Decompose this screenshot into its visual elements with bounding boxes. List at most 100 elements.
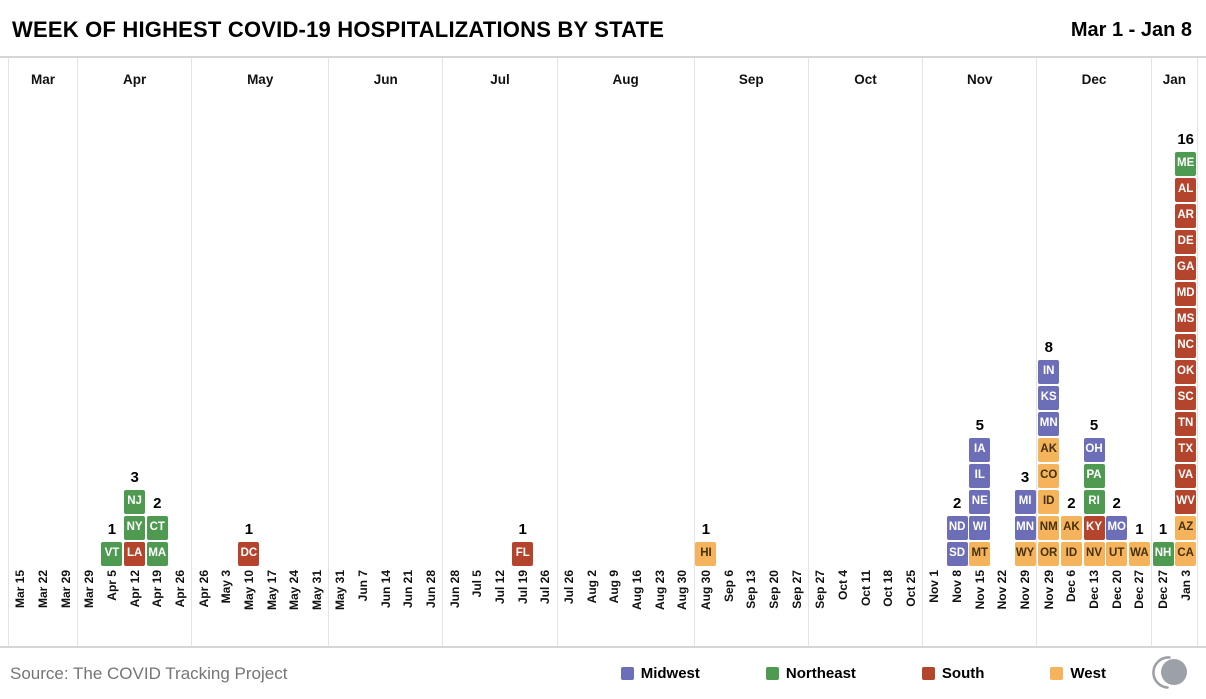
- stack-count: 2: [1067, 494, 1076, 512]
- week-label-zone: Sep 20: [767, 570, 781, 646]
- week-column: 1 WA Dec 27: [1128, 92, 1151, 646]
- week-label-zone: Sep 13: [744, 570, 758, 646]
- legend-item-midwest: Midwest: [620, 665, 700, 682]
- state-tile-al: AL: [1175, 178, 1197, 202]
- week-label-zone: Aug 23: [653, 570, 667, 646]
- legend-swatch-south-icon: [921, 667, 935, 680]
- week-label-zone: Dec 20: [1110, 570, 1124, 646]
- legend-label: West: [1070, 665, 1106, 682]
- week-label-zone: Apr 26: [173, 570, 187, 646]
- week-date-label: Aug 16: [629, 570, 644, 611]
- week-label-zone: Jan 3: [1178, 570, 1193, 646]
- legend-swatch-midwest-icon: [620, 667, 634, 680]
- week-column: Jun 28: [420, 92, 443, 646]
- state-tile-la: LA: [124, 542, 146, 566]
- month-section-oct: Oct Sep 27 Oct 4 Oct 11 Oct 18 Oct 25: [807, 58, 922, 646]
- week-date-label: May 24: [287, 570, 302, 611]
- week-columns: Sep 27 Oct 4 Oct 11 Oct 18 Oct 25: [809, 92, 922, 646]
- week-column: 1 HI Aug 30: [695, 92, 718, 646]
- week-label-zone: Nov 15: [973, 570, 987, 646]
- week-column: Mar 22: [32, 92, 55, 646]
- week-date-label: May 10: [241, 570, 256, 611]
- state-tile-va: VA: [1175, 464, 1197, 488]
- week-column: 8 IN KS MN AK CO ID NM OR Nov 29: [1037, 92, 1060, 646]
- stack-count: 2: [153, 494, 162, 512]
- month-label: Sep: [738, 72, 764, 87]
- week-label-zone: Dec 27: [1156, 570, 1170, 646]
- week-column: Oct 25: [900, 92, 923, 646]
- week-date-label: Dec 13: [1087, 570, 1102, 609]
- week-label-zone: Aug 2: [585, 570, 599, 646]
- week-column: 2 CT MA Apr 19: [146, 92, 169, 646]
- week-columns: 8 IN KS MN AK CO ID NM OR Nov 29 2 AK ID Dec 6 5 OH PA RI…: [1037, 92, 1150, 646]
- month-label: Jun: [373, 72, 398, 87]
- week-date-label: May 31: [309, 570, 324, 611]
- week-date-label: Jul 26: [562, 570, 577, 605]
- legend-swatch-west-icon: [1050, 667, 1064, 680]
- state-tile-mt: MT: [969, 542, 991, 566]
- week-label-zone: Aug 30: [699, 570, 713, 646]
- week-date-label: Mar 15: [13, 570, 28, 609]
- week-columns: 1 NH Dec 27 16 ME AL AR DE GA MD MS NC OK SC TN TX VA WV A…: [1152, 92, 1197, 646]
- stack-count: 2: [952, 494, 962, 512]
- state-tile-dc: DC: [238, 542, 260, 566]
- week-column: Jul 26: [534, 92, 557, 646]
- week-date-label: Oct 4: [835, 570, 850, 601]
- week-label-zone: Sep 27: [813, 570, 827, 646]
- state-tile-ky: KY: [1083, 516, 1105, 540]
- week-column: Jun 21: [397, 92, 420, 646]
- week-column: 1 NH Dec 27: [1152, 92, 1175, 646]
- week-date-label: Apr 19: [150, 570, 165, 608]
- stack-count: 1: [107, 520, 117, 538]
- week-label-zone: Jul 26: [562, 570, 577, 646]
- month-section-dec: Dec 8 IN KS MN AK CO ID NM OR Nov 29 2 AK ID Dec 6 5 OH P…: [1036, 58, 1150, 646]
- week-label-zone: Sep 6: [721, 570, 736, 646]
- week-label-zone: Sep 27: [790, 570, 804, 646]
- week-label-zone: Jul 19: [516, 570, 530, 646]
- week-date-label: Nov 22: [995, 570, 1010, 610]
- state-tile-sc: SC: [1175, 386, 1197, 410]
- week-column: Sep 27: [809, 92, 832, 646]
- state-tile-mo: MO: [1106, 516, 1128, 540]
- month-label: Jan: [1162, 72, 1186, 87]
- week-date-label: Nov 29: [1018, 570, 1033, 610]
- week-date-label: May 31: [333, 570, 348, 611]
- week-label-zone: Aug 30: [675, 570, 689, 646]
- week-column: May 31: [329, 92, 352, 646]
- state-tile-tn: TN: [1175, 412, 1197, 436]
- week-column: 5 OH PA RI KY NV Dec 13: [1083, 92, 1106, 646]
- state-tile-ak: AK: [1038, 438, 1060, 462]
- state-tile-ca: CA: [1175, 542, 1197, 566]
- state-tile-id: ID: [1038, 490, 1060, 514]
- week-date-label: Nov 1: [927, 570, 942, 603]
- week-label-zone: Nov 8: [950, 570, 964, 646]
- state-tile-il: IL: [969, 464, 991, 488]
- month-section-nov: Nov Nov 1 2 ND SD Nov 8 5 IA IL NE WI MT Nov 15 Nov 2…: [922, 58, 1036, 646]
- state-tile-nv: NV: [1083, 542, 1105, 566]
- week-label-zone: Oct 25: [904, 570, 918, 646]
- month-label: Dec: [1081, 72, 1107, 87]
- week-label-zone: Jun 14: [378, 570, 393, 646]
- week-column: May 3: [215, 92, 238, 646]
- state-tile-hi: HI: [695, 542, 717, 566]
- week-label-zone: Mar 29: [59, 570, 73, 646]
- week-columns: 1 HI Aug 30 Sep 6 Sep 13 Sep 20 Sep 27: [695, 92, 808, 646]
- week-date-label: Jun 14: [378, 570, 393, 609]
- state-tile-co: CO: [1038, 464, 1060, 488]
- state-tile-ar: AR: [1175, 204, 1197, 228]
- week-column: Aug 2: [580, 92, 603, 646]
- week-label-zone: Dec 13: [1087, 570, 1102, 646]
- week-date-label: Jun 28: [447, 570, 462, 609]
- month-label: Nov: [967, 72, 993, 87]
- week-column: Mar 29: [78, 92, 101, 646]
- state-tile-oh: OH: [1083, 438, 1105, 462]
- state-tile-nj: NJ: [124, 490, 146, 514]
- week-column: 16 ME AL AR DE GA MD MS NC OK SC TN TX VA WV AZ CA Jan 3: [1174, 92, 1197, 646]
- week-columns: Jun 28 Jul 5 Jul 12 1 FL Jul 19 Jul 26: [443, 92, 556, 646]
- week-date-label: Jan 3: [1178, 570, 1193, 601]
- week-columns: Mar 29 1 VT Apr 5 3 NJ NY LA Apr 12 2 CT MA Apr 19 Ap…: [78, 92, 191, 646]
- week-column: Sep 13: [740, 92, 763, 646]
- week-column: Jun 28: [443, 92, 466, 646]
- covid-tracking-project-logo-icon: [1152, 654, 1192, 694]
- week-date-label: Sep 6: [721, 570, 736, 603]
